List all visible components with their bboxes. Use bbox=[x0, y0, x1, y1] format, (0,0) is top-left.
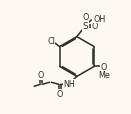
Text: Me: Me bbox=[98, 70, 110, 79]
Text: S: S bbox=[83, 22, 88, 31]
Text: Cl: Cl bbox=[47, 36, 55, 45]
Text: O: O bbox=[92, 22, 98, 31]
Text: O: O bbox=[38, 71, 44, 79]
Text: O: O bbox=[101, 62, 107, 71]
Text: OH: OH bbox=[94, 15, 106, 24]
Text: NH: NH bbox=[63, 80, 75, 88]
Text: O: O bbox=[57, 89, 63, 98]
Text: O: O bbox=[82, 13, 89, 22]
